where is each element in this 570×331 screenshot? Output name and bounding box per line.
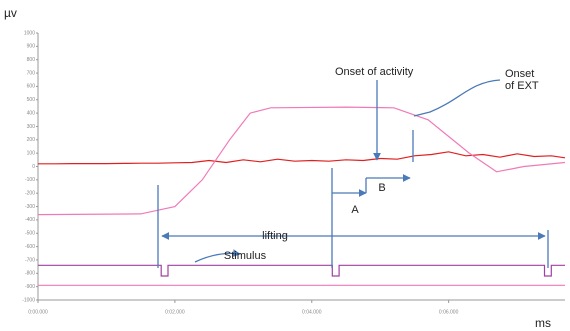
annotation: lifting [262, 230, 288, 242]
y-tick-label: 900 [27, 44, 36, 50]
y-tick-label: 700 [27, 70, 36, 76]
y-tick-label: 200 [27, 137, 36, 143]
y-tick-label: 600 [27, 84, 36, 90]
annotation: Stimulus [224, 250, 267, 262]
annotation: B [378, 182, 385, 194]
y-tick-label: -200 [25, 191, 35, 197]
y-tick-label: 400 [27, 110, 36, 116]
y-tick-label: 0 [32, 164, 35, 170]
y-tick-label: -700 [25, 257, 35, 263]
x-tick-label: 0:02.000 [165, 309, 185, 315]
series-line [38, 264, 565, 277]
x-tick-label: 0:00.000 [28, 309, 48, 315]
y-tick-label: 800 [27, 57, 36, 63]
y-tick-label: 500 [27, 97, 36, 103]
annotation-arrows [157, 79, 549, 268]
y-tick-label: -800 [25, 271, 35, 277]
y-tick-label: -900 [25, 284, 35, 290]
y-tick-label: -300 [25, 204, 35, 210]
annotation: Onset [505, 68, 534, 80]
y-axis-label: µv [4, 6, 17, 20]
y-tick-label: 1000 [24, 30, 35, 36]
series-line [38, 151, 566, 165]
series-line [37, 106, 566, 216]
annotation: Onset of activity [335, 66, 414, 78]
y-tick-label: -500 [25, 231, 35, 237]
y-tick-label: 100 [27, 150, 36, 156]
annotation: of EXT [505, 80, 539, 92]
y-tick-label: -600 [25, 244, 35, 250]
annotation: A [351, 204, 359, 216]
y-tick-label: -1000 [22, 297, 35, 303]
y-tick-label: -100 [25, 177, 35, 183]
x-tick-label: 0:04.000 [302, 309, 322, 315]
x-tick-label: 0:06.000 [439, 309, 459, 315]
y-tick-label: 300 [27, 124, 36, 130]
y-tick-label: -400 [25, 217, 35, 223]
x-axis-label: ms [535, 316, 551, 330]
